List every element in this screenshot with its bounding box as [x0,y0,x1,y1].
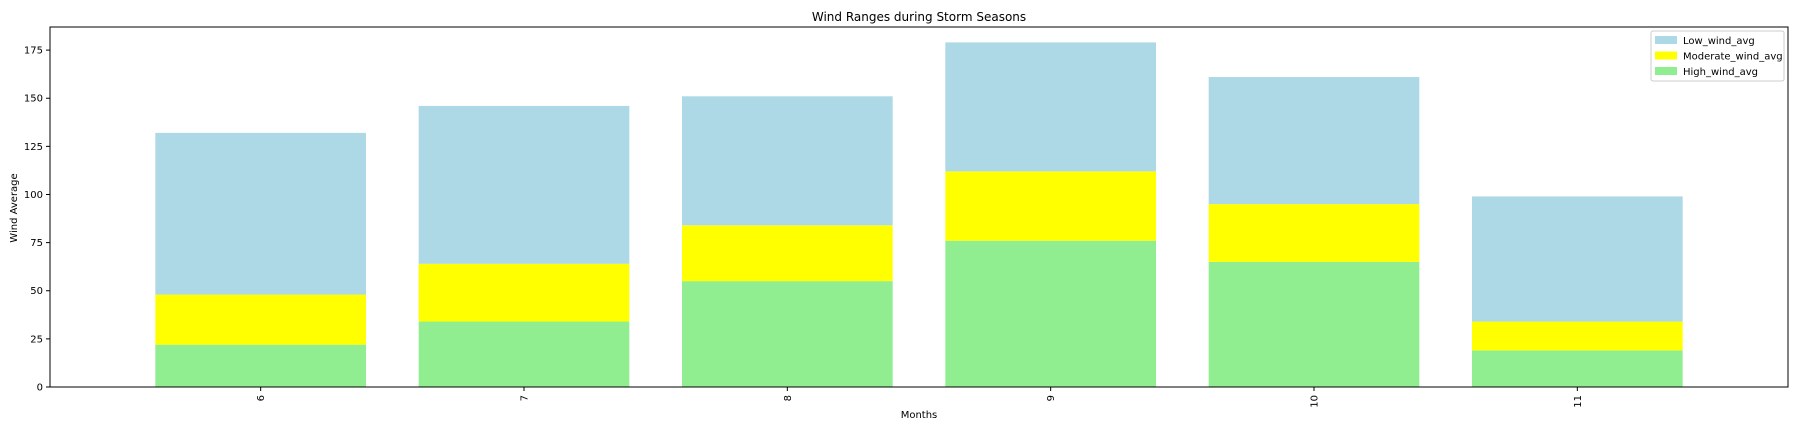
bar-low-wind-avg-month-11 [1472,196,1683,322]
x-axis: 6 7 8 9 10 11 [256,387,1584,408]
bar-low-wind-avg-month-8 [682,96,893,226]
y-tick-label: 125 [24,142,43,153]
x-tick-label: 8 [783,395,794,401]
chart-title: Wind Ranges during Storm Seasons [812,10,1026,24]
bar-low-wind-avg-month-7 [418,105,630,264]
bar-high-wind-avg-month-10 [1208,261,1420,387]
legend-swatch-moderate-wind-avg [1655,51,1677,60]
x-tick-label: 6 [256,395,267,401]
x-tick-label: 9 [1046,395,1057,401]
bar-moderate-wind-avg-month-10 [1208,204,1420,262]
plot-frame [49,26,1789,388]
legend-swatch-low-wind-avg [1655,36,1677,44]
bar-high-wind-avg-month-8 [682,281,893,387]
bar-low-wind-avg-month-9 [945,42,1156,172]
bar-high-wind-avg-month-6 [155,344,366,387]
bar-moderate-wind-avg-month-8 [682,225,893,282]
legend-box [1650,30,1785,82]
legend: Low_wind_avg Moderate_wind_avg High_wind_a… [1650,30,1785,82]
y-tick-label: 0 [37,383,43,394]
bar-moderate-wind-avg-month-9 [945,171,1156,241]
bar-low-wind-avg-month-10 [1208,77,1420,205]
y-tick-label: 175 [24,46,43,57]
bar-moderate-wind-avg-month-6 [155,294,366,345]
y-tick-label: 50 [30,286,43,297]
legend-label-moderate-wind-avg: Moderate_wind_avg [1683,52,1783,63]
legend-swatch-high-wind-avg [1655,67,1677,75]
y-tick-label: 25 [30,334,43,345]
y-tick-label: 100 [24,190,43,201]
bar-high-wind-avg-month-11 [1472,350,1683,387]
bar-moderate-wind-avg-month-7 [418,263,630,322]
bar-moderate-wind-avg-month-11 [1472,321,1683,351]
y-tick-label: 150 [24,94,43,105]
x-tick-label: 10 [1310,395,1321,408]
x-axis-label: Months [901,410,938,421]
y-tick-label: 75 [30,238,43,249]
bar-low-wind-avg-month-6 [155,132,366,295]
bar-high-wind-avg-month-9 [945,240,1156,387]
x-tick-label: 11 [1573,395,1584,408]
plot-area [49,26,1789,388]
y-axis-label: Wind Average [9,173,20,242]
bar-high-wind-avg-month-7 [418,321,630,387]
legend-label-high-wind-avg: High_wind_avg [1683,67,1758,78]
legend-label-low-wind-avg: Low_wind_avg [1683,36,1755,47]
x-tick-label: 7 [520,395,531,401]
y-axis: 0 25 50 75 100 125 150 175 [24,46,50,394]
